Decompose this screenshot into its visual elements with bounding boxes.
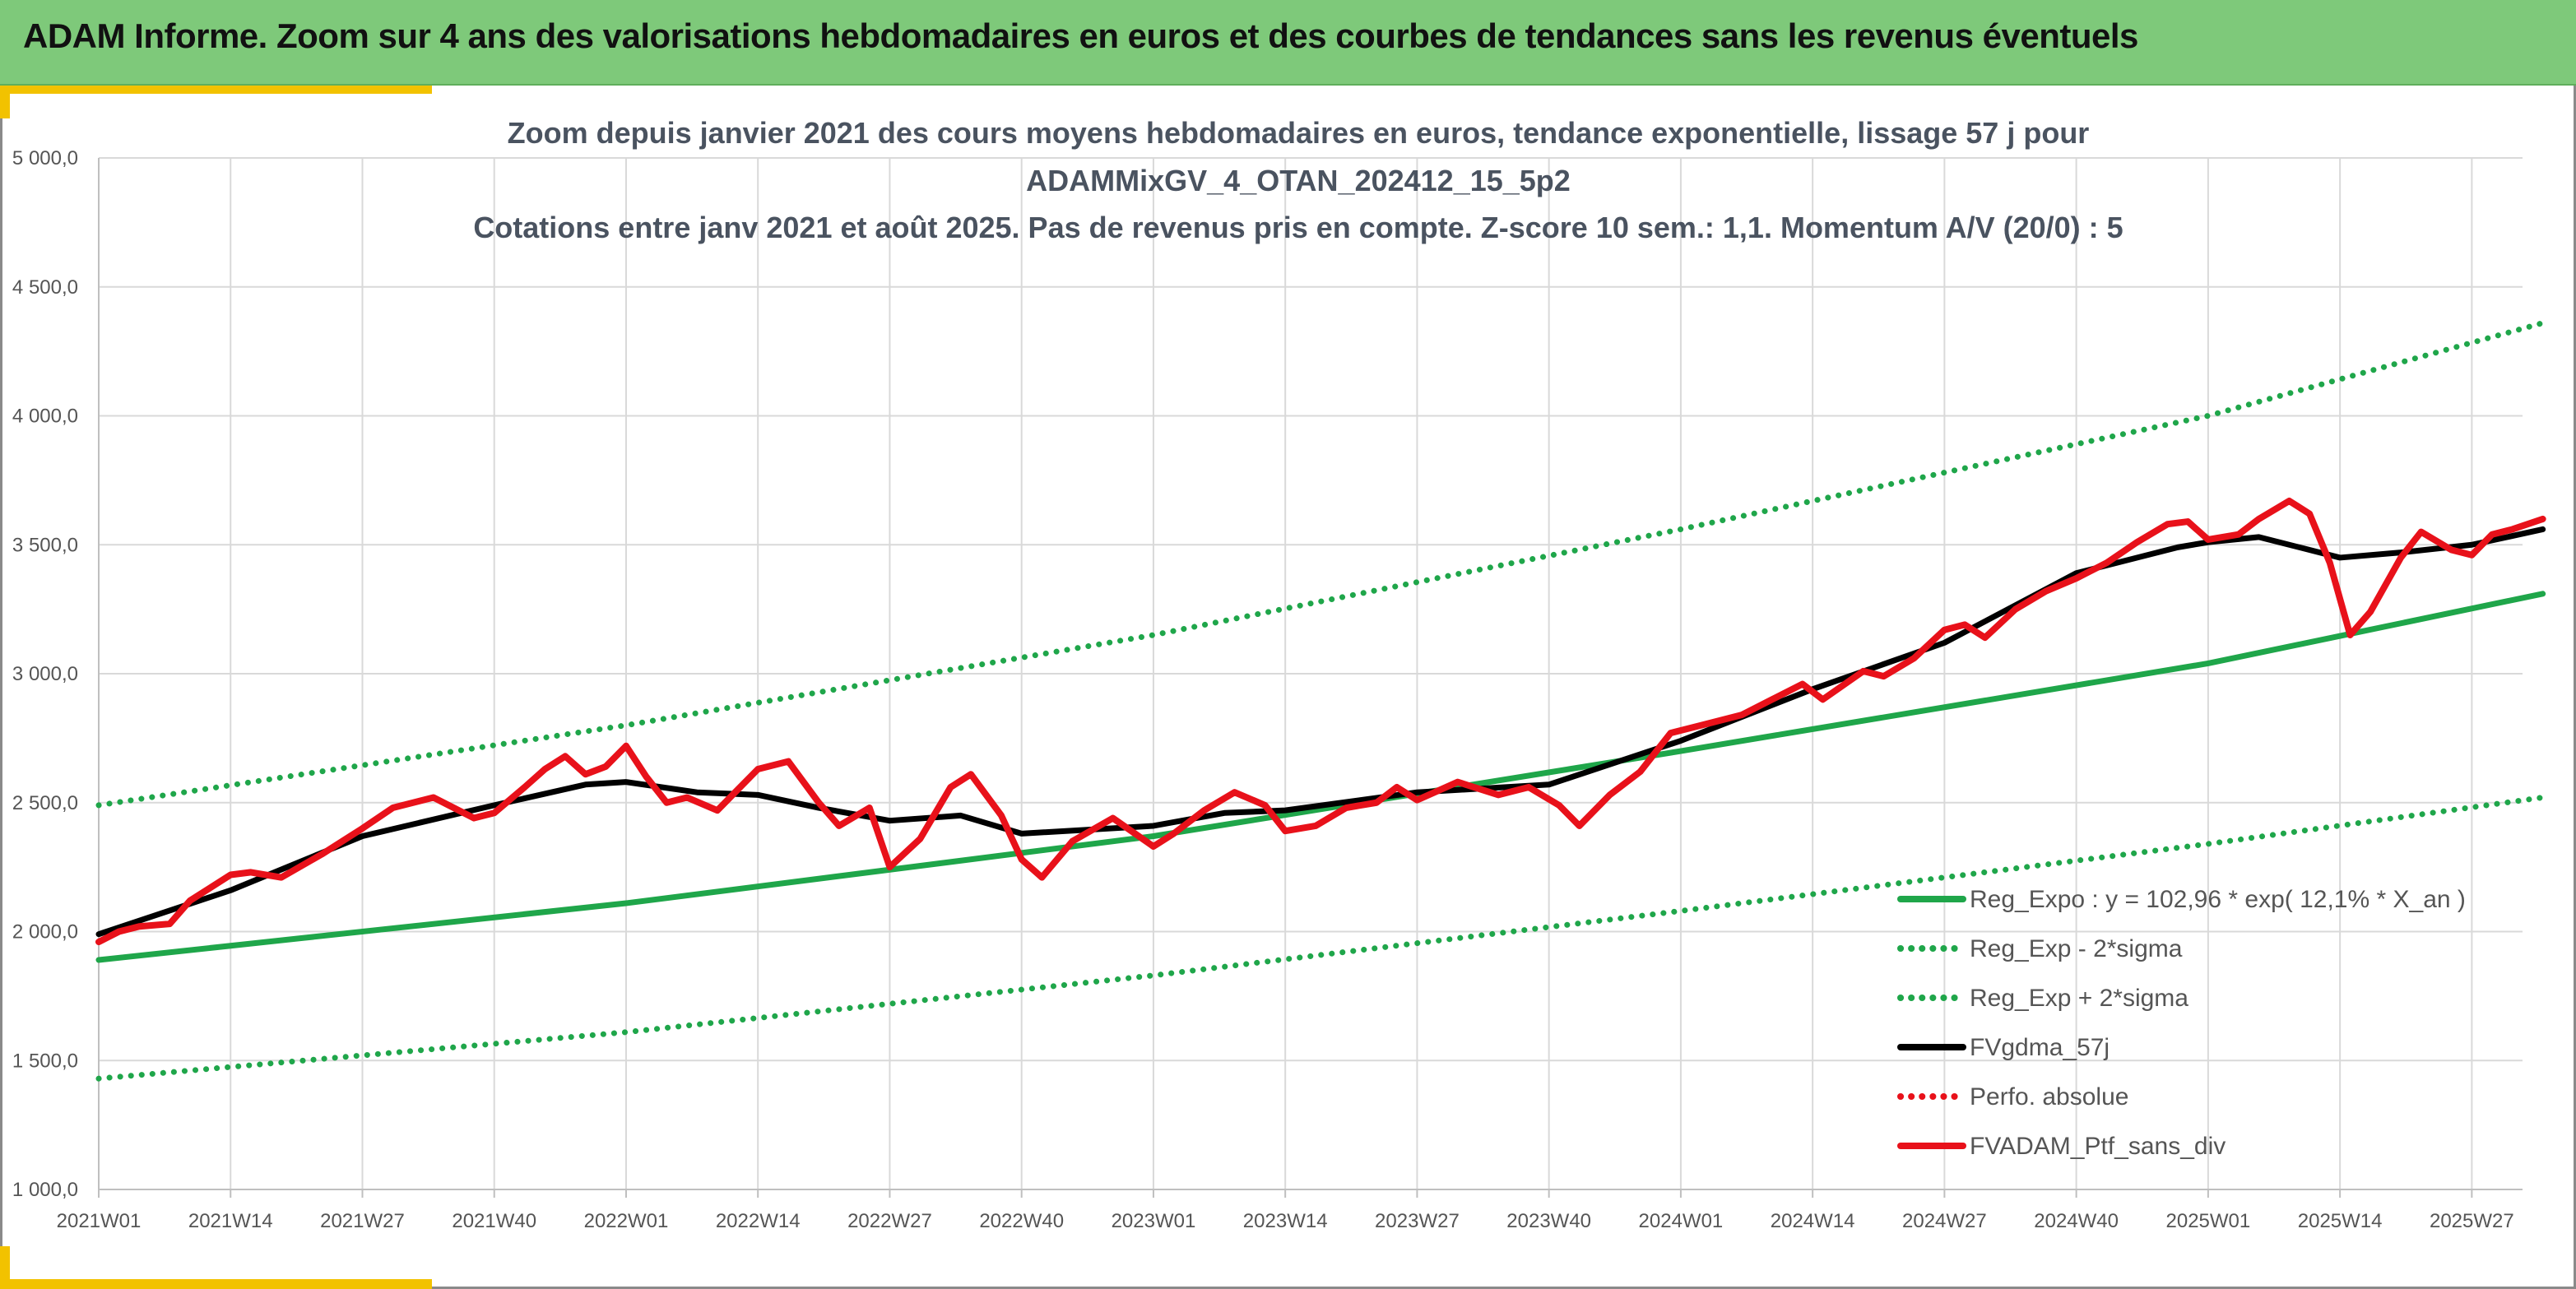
x-tick-label: 2023W40 — [1506, 1210, 1591, 1232]
x-tick-label: 2024W01 — [1639, 1210, 1724, 1232]
series-line-2 — [95, 320, 2546, 809]
chart-title: Zoom depuis janvier 2021 des cours moyen… — [473, 116, 2123, 244]
accent-bar-bottom-left — [0, 1246, 10, 1289]
x-tick-label: 2022W27 — [847, 1210, 932, 1232]
x-tick-label: 2021W14 — [188, 1210, 273, 1232]
x-tick-label: 2023W27 — [1375, 1210, 1460, 1232]
chart-title-line-2: ADAMMixGV_4_OTAN_202412_15_5p2 — [1026, 164, 1571, 197]
title-banner: ADAM Informe. Zoom sur 4 ans des valoris… — [0, 0, 2576, 86]
x-tick-label: 2024W27 — [1902, 1210, 1987, 1232]
series-lines — [95, 320, 2546, 1082]
legend-label-0: Reg_Expo : y = 102,96 * exp( 12,1% * X_a… — [1970, 886, 2466, 913]
series-line-3 — [95, 526, 2546, 938]
x-tick-label: 2024W14 — [1771, 1210, 1855, 1232]
legend: Reg_Expo : y = 102,96 * exp( 12,1% * X_a… — [1897, 886, 2466, 1160]
y-tick-label: 3 500,0 — [12, 534, 78, 556]
y-tick-label: 5 000,0 — [12, 147, 78, 169]
x-tick-label: 2024W40 — [2034, 1210, 2119, 1232]
accent-bar-left — [0, 86, 10, 118]
x-tick-label: 2025W14 — [2298, 1210, 2383, 1232]
y-tick-label: 3 000,0 — [12, 663, 78, 685]
y-tick-label: 4 500,0 — [12, 276, 78, 299]
series-line-1 — [95, 794, 2546, 1082]
accent-bar-top — [0, 86, 432, 94]
chart-title-line-3: Cotations entre janv 2021 et août 2025. … — [473, 211, 2123, 244]
accent-bar-bottom — [0, 1279, 432, 1289]
y-axis: 1 000,0 1 500,0 2 000,0 2 500,0 3 000,0 3 500… — [12, 147, 100, 1201]
x-axis: 2021W01 2021W14 2021W27 2021W40 2022W01 2022W… — [57, 1189, 2523, 1232]
y-tick-label: 2 500,0 — [12, 792, 78, 814]
legend-label-1: Reg_Exp - 2*sigma — [1970, 935, 2183, 962]
x-tick-label: 2022W01 — [584, 1210, 669, 1232]
y-tick-label: 2 000,0 — [12, 921, 78, 944]
legend-label-5: FVADAM_Ptf_sans_div — [1970, 1133, 2226, 1160]
banner-title: ADAM Informe. Zoom sur 4 ans des valoris… — [23, 16, 2138, 55]
x-tick-label: 2025W27 — [2430, 1210, 2514, 1232]
x-tick-label: 2022W14 — [716, 1210, 801, 1232]
x-tick-label: 2025W01 — [2166, 1210, 2251, 1232]
x-tick-label: 2023W14 — [1243, 1210, 1328, 1232]
x-tick-label: 2021W27 — [320, 1210, 405, 1232]
x-tick-label: 2022W40 — [979, 1210, 1064, 1232]
x-tick-label: 2021W01 — [57, 1210, 142, 1232]
y-tick-label: 4 000,0 — [12, 406, 78, 428]
x-tick-label: 2023W01 — [1112, 1210, 1196, 1232]
series-line-5 — [95, 497, 2546, 946]
x-tick-label: 2021W40 — [452, 1210, 536, 1232]
y-tick-label: 1 500,0 — [12, 1050, 78, 1072]
chart-title-line-1: Zoom depuis janvier 2021 des cours moyen… — [508, 116, 2090, 150]
legend-label-3: FVgdma_57j — [1970, 1034, 2110, 1061]
chart-frame — [0, 86, 2576, 1289]
y-tick-label: 1 000,0 — [12, 1179, 78, 1201]
legend-label-2: Reg_Exp + 2*sigma — [1970, 985, 2188, 1012]
legend-label-4: Perfo. absolue — [1970, 1083, 2128, 1110]
